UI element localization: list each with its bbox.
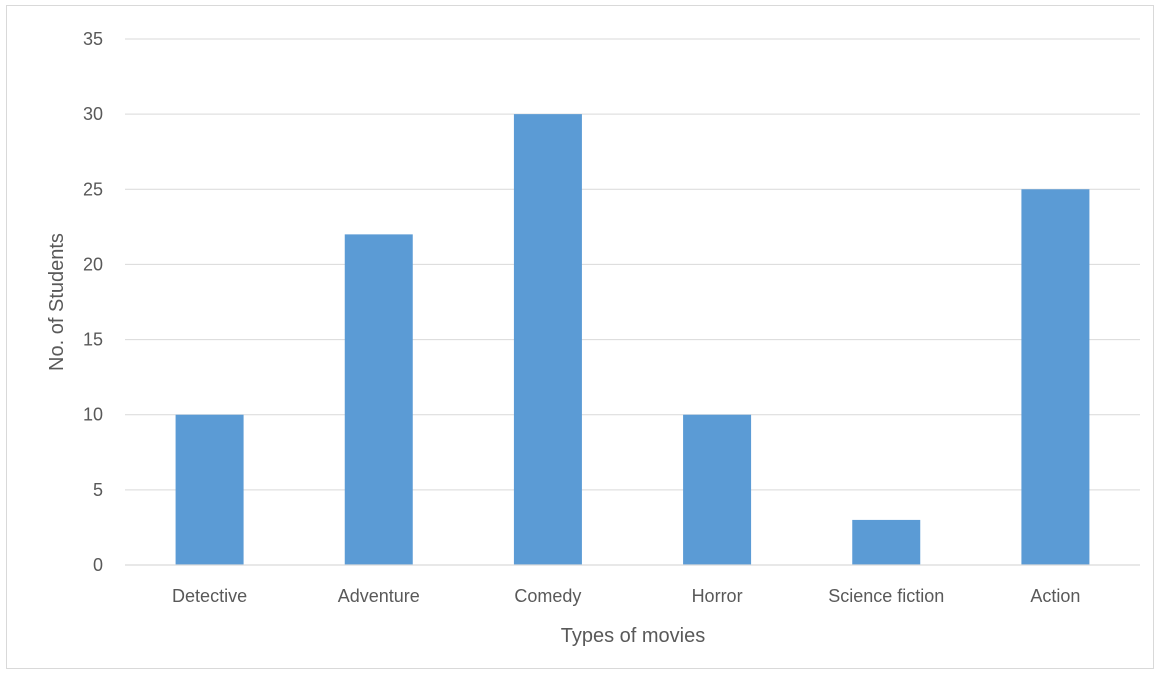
x-tick-label: Comedy	[514, 586, 581, 606]
bar	[852, 519, 921, 565]
bars	[175, 114, 1090, 566]
y-tick-label: 20	[83, 254, 103, 274]
y-tick-label: 25	[83, 179, 103, 199]
y-tick-labels: 0 5 10 15 20 25 30 35	[83, 29, 103, 575]
x-tick-label: Science fiction	[828, 586, 944, 606]
bar	[344, 234, 413, 565]
x-tick-label: Action	[1030, 586, 1080, 606]
y-tick-label: 15	[83, 330, 103, 350]
x-tick-label: Horror	[692, 586, 743, 606]
gridlines	[125, 38, 1140, 491]
bar	[175, 414, 244, 565]
x-tick-labels: Detective Adventure Comedy Horror Science fi…	[172, 586, 1080, 606]
bar	[513, 114, 582, 566]
y-tick-label: 10	[83, 405, 103, 425]
y-axis-title: No. of Students	[46, 233, 68, 371]
y-tick-label: 0	[93, 555, 103, 575]
y-tick-label: 5	[93, 480, 103, 500]
y-tick-label: 30	[83, 104, 103, 124]
x-tick-label: Detective	[172, 586, 247, 606]
x-axis-title: Types of movies	[561, 625, 706, 647]
y-tick-label: 35	[83, 29, 103, 49]
x-tick-label: Adventure	[338, 586, 420, 606]
bar	[683, 414, 752, 565]
bar	[1021, 189, 1090, 566]
